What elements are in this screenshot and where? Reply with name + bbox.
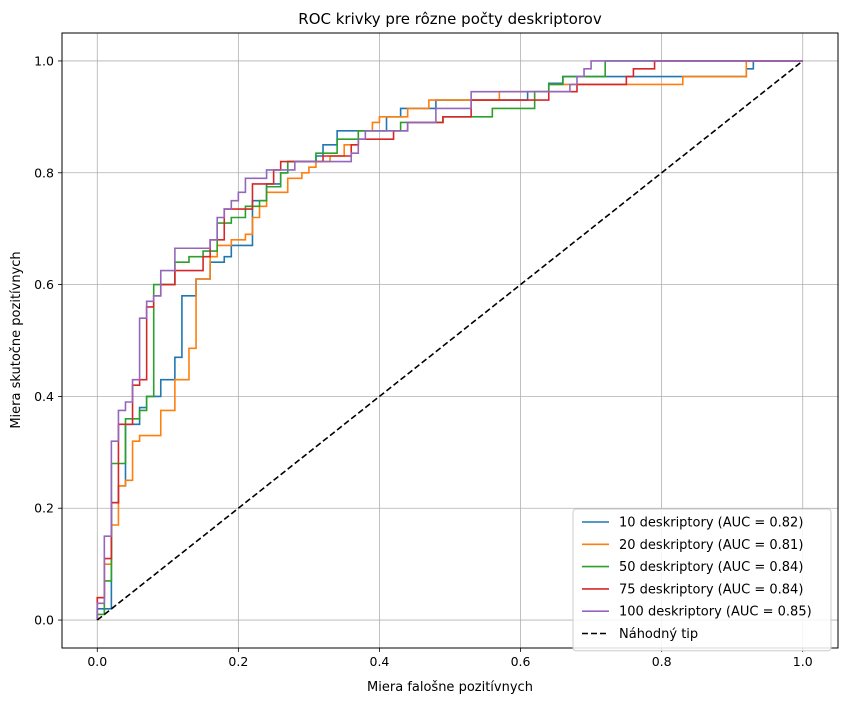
x-tick-label: 0.0 — [87, 654, 107, 669]
series-lines — [96, 60, 804, 621]
legend-entry-2: 50 deskriptory (AUC = 0.84) — [619, 560, 803, 575]
x-axis-label: Miera falošne pozitívnych — [367, 680, 533, 695]
legend-entry-3: 75 deskriptory (AUC = 0.84) — [619, 582, 803, 597]
legend-entry-4: 100 deskriptory (AUC = 0.85) — [619, 605, 812, 620]
chart-title: ROC krivky pre rôzne počty deskriptorov — [298, 10, 602, 28]
legend-box — [572, 508, 832, 652]
y-tick-label: 1.0 — [34, 53, 54, 68]
legend-entry-0: 10 deskriptory (AUC = 0.82) — [619, 516, 803, 531]
axis-ticks: 0.0 0.2 0.4 0.6 0.8 1.0 0.0 0.2 0.4 0.6 0.8 1.0 — [34, 53, 813, 669]
x-tick-label: 0.6 — [511, 654, 531, 669]
y-tick-label: 0.4 — [34, 389, 54, 404]
series-line-5 — [96, 60, 804, 621]
y-tick-label: 0.0 — [34, 613, 54, 628]
y-axis-label: Miera skutočne pozitívnych — [9, 251, 24, 428]
legend: 10 deskriptory (AUC = 0.82) 20 deskriptor… — [572, 508, 832, 652]
x-tick-label: 0.4 — [370, 654, 390, 669]
series-line-3 — [96, 60, 803, 621]
series-line-4 — [96, 60, 803, 621]
x-tick-label: 0.8 — [652, 654, 672, 669]
grid-lines — [62, 33, 838, 648]
plot-area: 0.0 0.2 0.4 0.6 0.8 1.0 0.0 0.2 0.4 0.6 0.8 1.0 — [34, 32, 839, 669]
legend-entry-5: Náhodný tip — [619, 627, 698, 642]
plot-frame — [61, 32, 839, 649]
legend-entry-1: 20 deskriptory (AUC = 0.81) — [619, 538, 803, 553]
series-line-2 — [96, 60, 803, 621]
x-tick-label: 1.0 — [793, 654, 813, 669]
y-tick-label: 0.8 — [34, 165, 54, 180]
y-tick-label: 0.6 — [34, 277, 54, 292]
y-tick-label: 0.2 — [34, 501, 54, 516]
x-tick-label: 0.2 — [228, 654, 248, 669]
